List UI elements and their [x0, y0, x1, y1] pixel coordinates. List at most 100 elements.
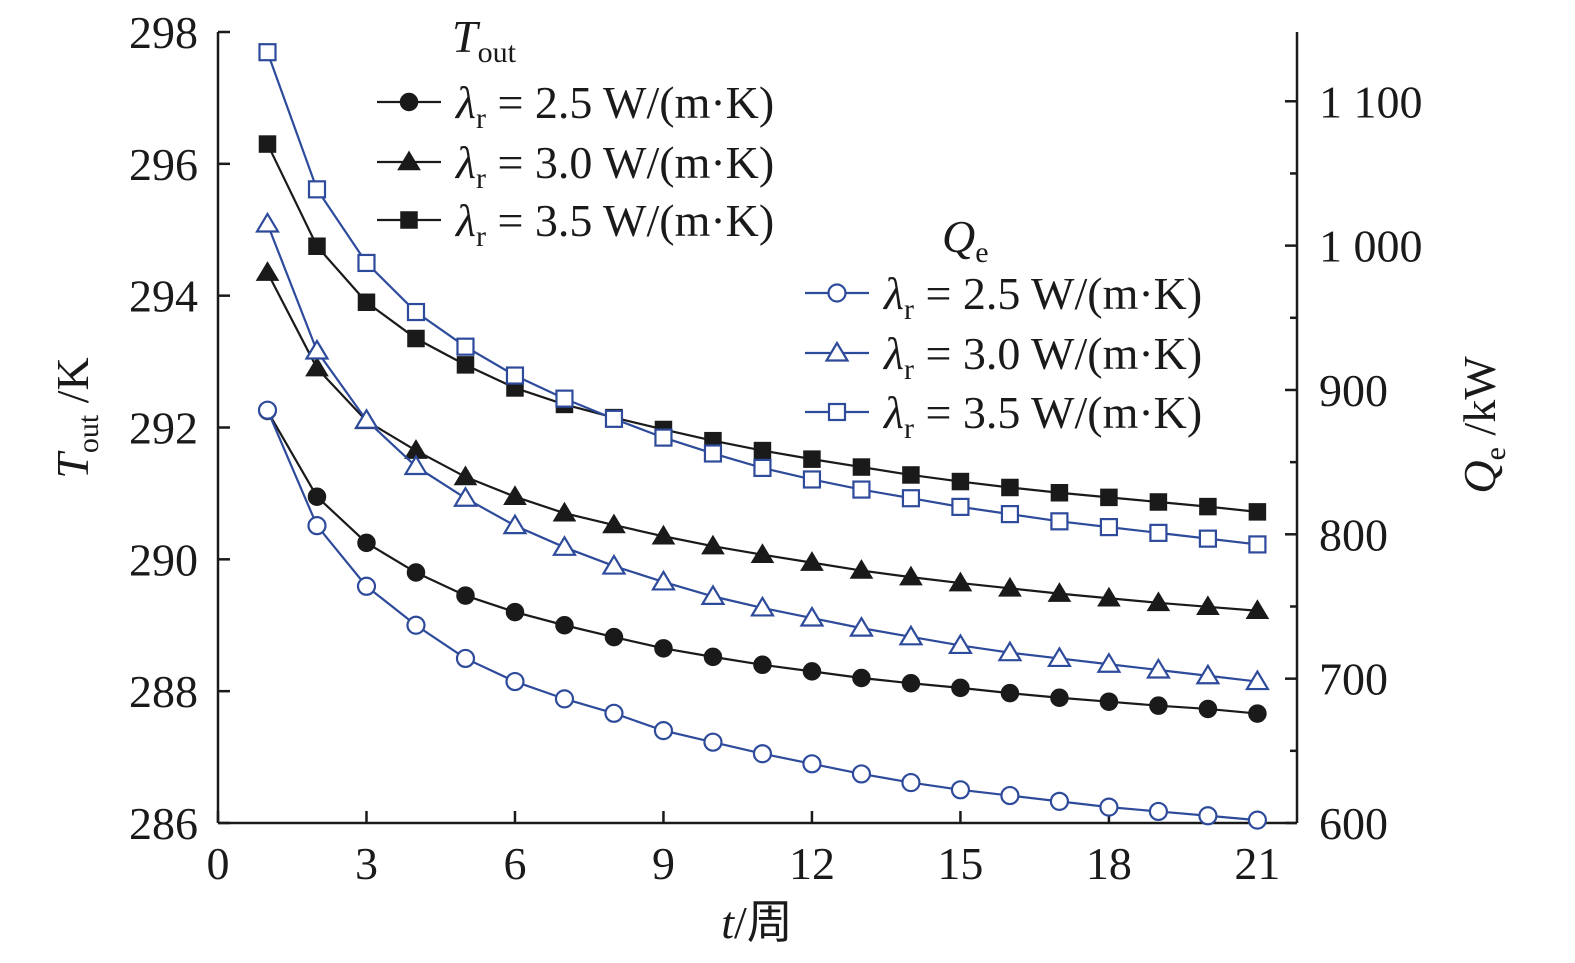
data-point: [1248, 704, 1267, 723]
data-point: [1199, 497, 1217, 516]
data-point: [1000, 505, 1020, 524]
data-point: [1047, 582, 1072, 602]
x-tick-label: 21: [1234, 838, 1280, 889]
data-point: [852, 668, 871, 688]
data-point: [1195, 663, 1221, 685]
data-point: [651, 524, 676, 545]
data-point: [1149, 493, 1168, 511]
data-point: [849, 559, 874, 579]
data-point: [453, 486, 478, 507]
y-right-tick-label: 800: [1319, 509, 1388, 560]
data-point: [700, 584, 726, 605]
data-point: [898, 624, 924, 646]
data-point: [1149, 523, 1168, 542]
data-point: [1248, 503, 1267, 521]
legend-title: Tout: [452, 11, 517, 69]
x-tick-label: 6: [503, 838, 526, 889]
legend-label: λr = 2.5 W/(m·K): [882, 268, 1202, 326]
legend-entry: λr = 2.5 W/(m·K): [377, 77, 774, 135]
data-point: [654, 639, 673, 658]
y-left-axis-title: Tout /K: [47, 357, 105, 478]
data-point: [601, 553, 627, 575]
data-point: [1050, 512, 1069, 531]
data-point: [753, 441, 772, 460]
data-point: [604, 409, 624, 428]
data-point: [803, 450, 821, 468]
data-point: [1247, 810, 1268, 830]
data-point: [552, 501, 577, 522]
data-point: [503, 485, 527, 505]
data-point: [1050, 688, 1069, 708]
data-point: [701, 534, 725, 555]
legend-marker: [399, 92, 419, 112]
data-point: [901, 489, 921, 508]
data-point: [307, 487, 327, 506]
data-point: [1146, 591, 1171, 612]
data-point: [1145, 657, 1171, 679]
data-point: [555, 616, 574, 635]
data-point: [901, 674, 921, 693]
data-point: [1049, 791, 1070, 811]
data-point: [950, 780, 971, 800]
y-right-tick-label: 1 000: [1319, 221, 1423, 272]
data-point: [403, 454, 429, 476]
legend-entry: λr = 3.5 W/(m·K): [805, 387, 1202, 445]
data-point: [1244, 669, 1270, 691]
data-point: [554, 689, 575, 709]
x-tick-label: 18: [1086, 838, 1132, 889]
data-point: [552, 535, 577, 556]
x-tick-label: 15: [937, 838, 983, 889]
data-point: [951, 472, 970, 491]
data-point: [505, 366, 525, 385]
data-point: [997, 640, 1023, 662]
data-point: [1096, 652, 1122, 673]
x-tick-label: 0: [207, 838, 230, 889]
series-5: [258, 43, 1267, 554]
data-point: [1097, 586, 1121, 607]
legend-entry: λr = 3.5 W/(m·K): [377, 195, 774, 253]
y-left-tick-label: 292: [129, 403, 198, 454]
data-point: [505, 602, 525, 622]
data-point: [851, 764, 872, 784]
data-point: [258, 135, 277, 153]
data-point: [308, 237, 326, 255]
data-point: [750, 595, 775, 617]
data-point: [357, 533, 376, 553]
data-point: [406, 302, 426, 322]
series-3: [257, 400, 1268, 830]
data-point: [848, 615, 874, 637]
data-point: [654, 428, 673, 447]
data-point: [354, 408, 379, 429]
y-right-tick-label: 600: [1319, 798, 1388, 849]
legend-label: λr = 3.0 W/(m·K): [882, 328, 1202, 386]
legend-marker: [827, 283, 847, 303]
data-point: [604, 627, 624, 647]
legend-label: λr = 3.5 W/(m·K): [882, 387, 1202, 445]
data-point: [357, 293, 376, 312]
data-point: [505, 671, 525, 692]
y-left-tick-label: 298: [129, 7, 198, 58]
y-left-tick-label: 286: [129, 798, 198, 849]
data-point: [703, 647, 723, 667]
y-left-tick-label: 296: [129, 139, 198, 190]
data-point: [255, 211, 280, 233]
data-point: [455, 648, 476, 669]
data-point: [703, 732, 723, 752]
data-point: [1198, 806, 1218, 826]
data-point: [257, 400, 278, 420]
x-tick-label: 3: [355, 838, 378, 889]
data-point: [703, 444, 723, 463]
data-point: [602, 513, 626, 534]
data-point: [356, 576, 377, 596]
data-point: [1000, 785, 1020, 806]
data-point: [802, 754, 822, 774]
legend-marker: [400, 211, 418, 229]
data-point: [653, 721, 674, 741]
data-point: [753, 458, 772, 478]
data-point: [802, 470, 822, 489]
legend-title: Qe: [942, 211, 989, 269]
data-point: [255, 261, 280, 281]
data-point: [799, 605, 825, 627]
data-point: [902, 466, 920, 484]
data-point: [1248, 535, 1267, 554]
